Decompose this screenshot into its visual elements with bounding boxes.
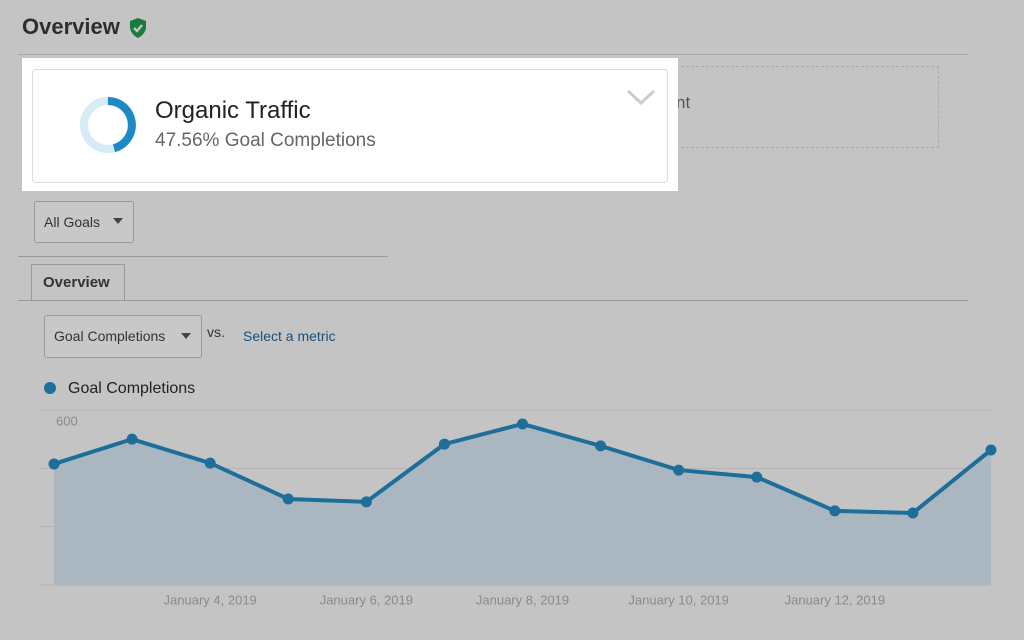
point bbox=[48, 458, 60, 470]
point bbox=[985, 444, 997, 456]
panel bbox=[18, 54, 968, 55]
hidden-text: nt bbox=[676, 93, 691, 112]
point bbox=[282, 493, 294, 505]
caret bbox=[181, 333, 191, 339]
point bbox=[517, 418, 528, 430]
goals-label: All Goals bbox=[44, 214, 101, 230]
metric-link[interactable]: Select a metric bbox=[243, 328, 336, 344]
y-tick-label: 600 bbox=[56, 413, 78, 428]
caret bbox=[113, 218, 123, 224]
x-tick-label: January 10, 2019 bbox=[628, 592, 728, 607]
donut-icon bbox=[80, 97, 136, 153]
x-tick-label: January 6, 2019 bbox=[320, 592, 413, 607]
point bbox=[438, 438, 450, 450]
point bbox=[829, 505, 841, 517]
verified-icon bbox=[130, 18, 146, 38]
tab[interactable] bbox=[31, 264, 125, 301]
point bbox=[673, 464, 685, 476]
point bbox=[126, 433, 138, 445]
point bbox=[360, 496, 372, 508]
hidden-card bbox=[676, 66, 939, 148]
page-title: Overview bbox=[22, 14, 120, 39]
point bbox=[751, 471, 763, 483]
legend-dot bbox=[44, 382, 56, 394]
tab-label: Overview bbox=[43, 274, 110, 291]
card-subtitle: 47.56% Goal Completions bbox=[155, 130, 376, 151]
metric-dropdown[interactable] bbox=[44, 315, 202, 358]
x-tick-label: January 8, 2019 bbox=[476, 592, 569, 607]
area bbox=[54, 424, 991, 585]
point bbox=[907, 507, 919, 519]
vs-label: vs. bbox=[207, 324, 225, 340]
chevron[interactable] bbox=[626, 88, 656, 106]
x-tick-label: January 12, 2019 bbox=[785, 592, 885, 607]
point bbox=[204, 457, 216, 469]
tab-line bbox=[18, 300, 968, 301]
legend-label: Goal Completions bbox=[68, 380, 195, 397]
card-title: Organic Traffic bbox=[155, 97, 311, 124]
segment-card[interactable] bbox=[32, 69, 668, 183]
divider bbox=[18, 256, 388, 257]
point bbox=[595, 440, 607, 452]
x-tick-label: January 4, 2019 bbox=[164, 592, 257, 607]
metric-label: Goal Completions bbox=[54, 328, 166, 344]
